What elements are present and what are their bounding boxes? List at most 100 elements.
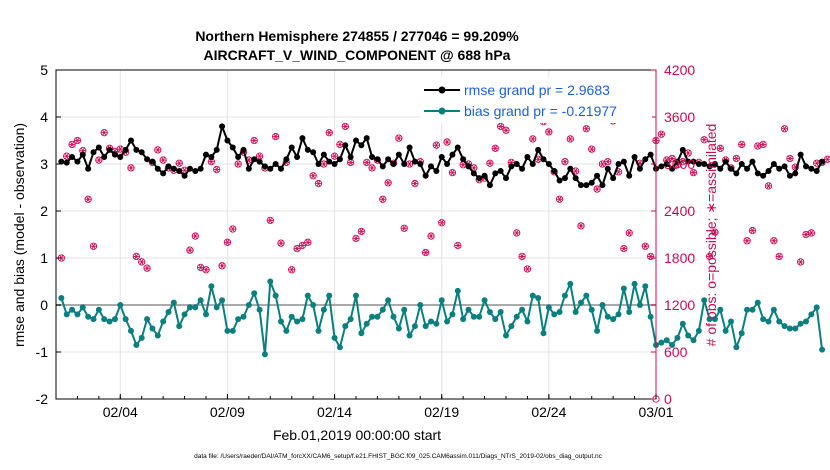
obs-possible-point [716,144,724,152]
obs-possible-point [100,129,108,137]
obs-possible-point [277,239,285,247]
bias-point [642,283,649,290]
rmse-point [369,153,376,160]
rmse-point [476,175,483,182]
obs-possible-point [577,222,585,230]
x-tick-label: 03/01 [638,404,673,420]
rmse-point [224,137,231,144]
rmse-point [133,146,140,153]
bias-point [647,313,654,320]
bias-point [695,327,702,334]
bias-point [497,309,504,316]
obs-assimilated-point [353,235,359,242]
chart-subtitle: AIRCRAFT_V_WIND_COMPONENT @ 688 hPa [204,47,511,63]
rmse-point [283,156,290,163]
asterisk-stroke [616,169,621,175]
asterisk-stroke [514,230,519,236]
obs-assimilated-point [765,183,772,189]
obs-assimilated-point [594,186,601,192]
rmse-point [154,165,161,172]
obs-assimilated-point [711,229,718,235]
obs-possible-point [89,242,98,250]
obs-assimilated-point [395,135,402,141]
obs-assimilated-point [176,160,183,167]
obs-assimilated-point [519,253,526,260]
bias-point [192,304,199,311]
y-tick-label-left: 0 [40,297,48,313]
asterisk-stroke [359,228,364,235]
chart-title: Northern Hemisphere 274855 / 277046 = 99… [195,28,519,44]
obs-assimilated-point [406,161,413,167]
rmse-point [460,156,467,163]
bias-point [770,306,777,313]
asterisk-stroke [102,129,107,136]
obs-possible-point [454,241,462,250]
obs-possible-point [448,168,457,177]
asterisk-stroke [252,137,257,144]
rmse-layer [58,123,826,189]
rmse-point [358,142,365,149]
asterisk-stroke [557,196,562,203]
asterisk-stroke [761,141,766,148]
rmse-point [229,144,236,151]
asterisk-stroke [273,133,278,140]
rmse-point [444,161,451,167]
obs-assimilated-point [583,125,590,132]
bias-point [358,330,365,337]
rmse-point [347,153,354,160]
obs-assimilated-point [144,265,151,272]
bias-point [808,311,815,318]
asterisk-stroke [627,230,632,236]
rmse-point [728,165,734,172]
obs-assimilated-point [460,161,467,168]
obs-possible-point [518,252,526,261]
bias-point [754,299,761,306]
obs-assimilated-point [567,136,574,142]
rmse-point [192,168,199,175]
rmse-point [706,163,713,170]
obs-assimilated-point [578,223,584,229]
obs-assimilated-point [642,243,649,250]
bias-point [685,332,692,339]
bias-point [529,292,536,299]
bias-point [256,306,263,313]
asterisk-stroke [793,164,798,170]
rmse-point [786,172,793,179]
rmse-point [642,156,649,163]
bias-point [594,327,601,334]
rmse-point [170,165,177,172]
rmse-point [610,175,617,182]
obs-possible-point [491,144,499,152]
obs-assimilated-point [315,180,322,187]
obs-possible-point [95,156,103,164]
bias-point [170,299,177,306]
bias-point [138,334,145,341]
bias-point [401,306,408,313]
obs-possible-point [711,228,719,236]
rmse-point [540,156,547,163]
bias-layer [58,278,826,358]
obs-possible-point [529,135,537,143]
rmse-point [101,153,108,160]
bias-point [669,341,676,348]
obs-assimilated-point [347,159,354,166]
bias-point [567,280,574,287]
rmse-point [288,144,295,151]
obs-possible-point [266,216,274,225]
bias-point [374,313,381,320]
bias-point [588,306,595,313]
asterisk-stroke [204,266,208,273]
obs-assimilated-point [192,233,199,239]
bias-point [631,280,638,287]
obs-possible-point [298,241,307,250]
bias-point [615,311,622,318]
obs-possible-point [770,237,778,245]
obs-assimilated-point [701,136,708,143]
rmse-point [615,161,622,167]
obs-possible-point [759,140,767,149]
bias-point [111,316,118,323]
obs-possible-point [743,237,751,245]
obs-assimilated-point [803,231,809,238]
right-axis: 0 600 1200 1800 2400 3000 3600 4200 [651,62,695,407]
